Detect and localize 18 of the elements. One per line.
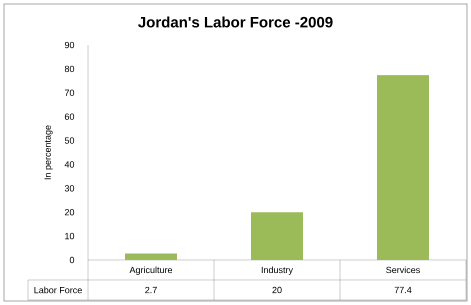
bar: [125, 254, 178, 260]
y-tick-label: 10: [65, 232, 74, 240]
chart-title: Jordan's Labor Force -2009: [138, 16, 333, 28]
y-tick-label: 70: [64, 90, 74, 96]
y-tick-label: 60: [64, 113, 74, 120]
y-tick-label: 30: [64, 185, 74, 192]
y-tick-label: 0: [70, 256, 74, 264]
y-tick-label: 20: [64, 209, 74, 216]
y-tick-label: 90: [64, 42, 74, 48]
x-tick-label: Agriculture: [130, 266, 172, 275]
y-tick-label: 40: [64, 161, 74, 168]
x-tick-label: Industry: [262, 266, 293, 275]
bar: [376, 75, 429, 260]
y-axis-title: In percentage: [44, 125, 53, 180]
y-tick-label: 80: [64, 66, 74, 72]
bar: [251, 212, 303, 260]
x-tick-label: Services: [386, 266, 420, 274]
y-tick-label: 50: [64, 137, 74, 144]
